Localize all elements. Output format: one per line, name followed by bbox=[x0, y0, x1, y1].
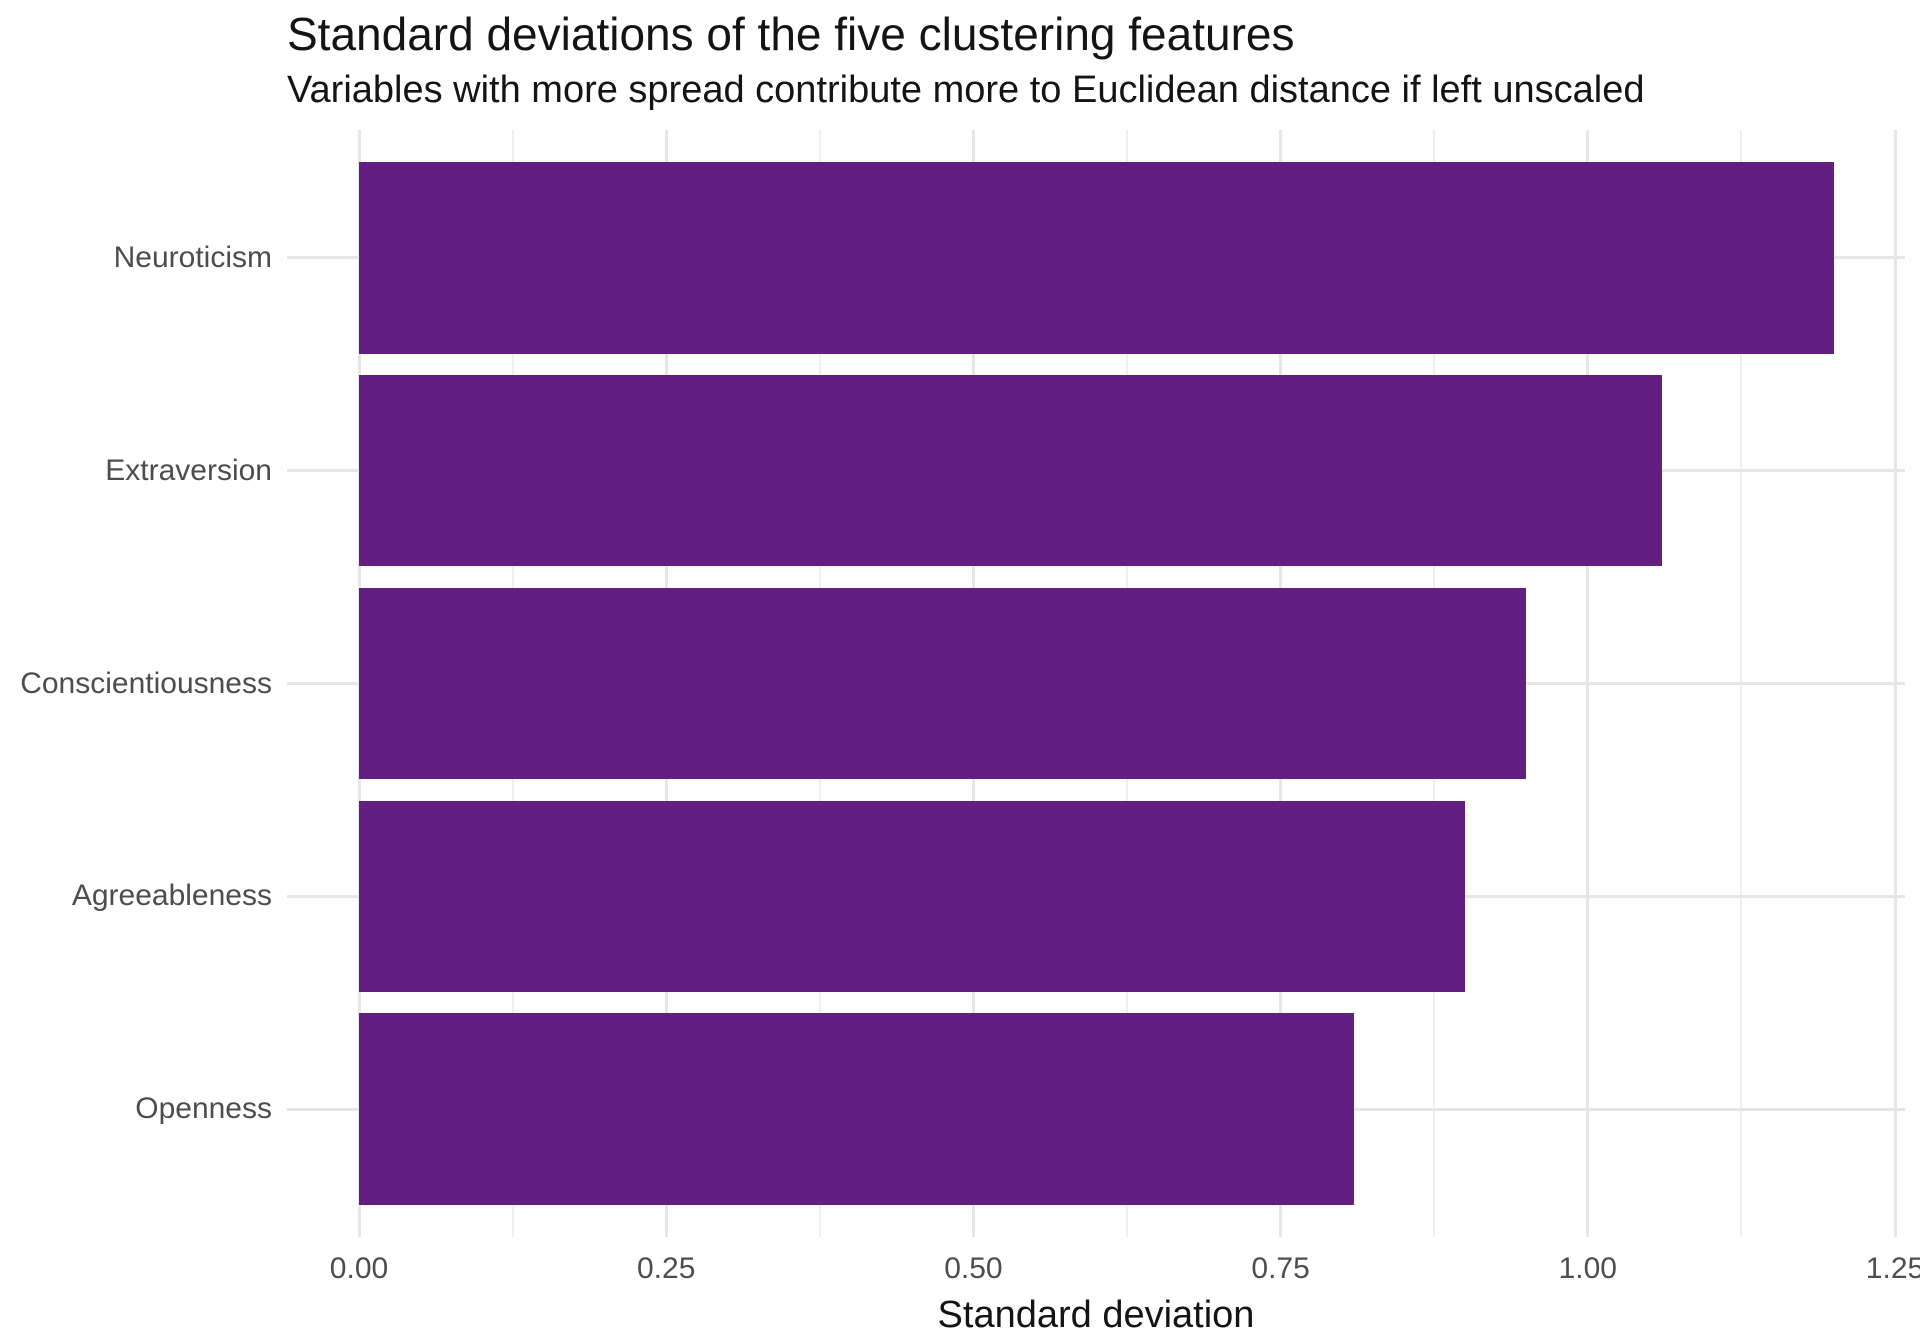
chart-title: Standard deviations of the five clusteri… bbox=[287, 8, 1295, 60]
x-axis-tick-label: 0.25 bbox=[636, 1252, 696, 1285]
bar-neuroticism bbox=[359, 161, 1834, 354]
x-axis-tick-label: 0.75 bbox=[1251, 1252, 1310, 1285]
y-axis-labels: Neuroticism Extraversion Conscientiousness… bbox=[0, 0, 272, 1344]
bar-conscientiousness bbox=[359, 587, 1527, 780]
y-axis-label-conscientiousness: Conscientiousness bbox=[20, 666, 272, 700]
y-axis-label-extraversion: Extraversion bbox=[105, 453, 272, 487]
chart-subtitle: Variables with more spread contribute mo… bbox=[287, 69, 1645, 111]
x-axis-tick-label: 1.00 bbox=[1558, 1252, 1617, 1285]
bar-agreeableness bbox=[359, 800, 1465, 993]
bar-openness bbox=[359, 1013, 1355, 1206]
x-axis-tick-label: 1.25 bbox=[1865, 1252, 1920, 1285]
y-axis-label-agreeableness: Agreeableness bbox=[71, 879, 272, 913]
x-axis-title: Standard deviation bbox=[937, 1294, 1255, 1336]
x-axis-tick-label: 0.00 bbox=[329, 1252, 389, 1285]
y-axis-label-openness: Openness bbox=[135, 1092, 272, 1126]
x-axis-tick-label: 0.50 bbox=[944, 1252, 1003, 1285]
y-axis-label-neuroticism: Neuroticism bbox=[113, 240, 272, 274]
plot-panel bbox=[287, 130, 1905, 1237]
bar-extraversion bbox=[359, 374, 1662, 567]
